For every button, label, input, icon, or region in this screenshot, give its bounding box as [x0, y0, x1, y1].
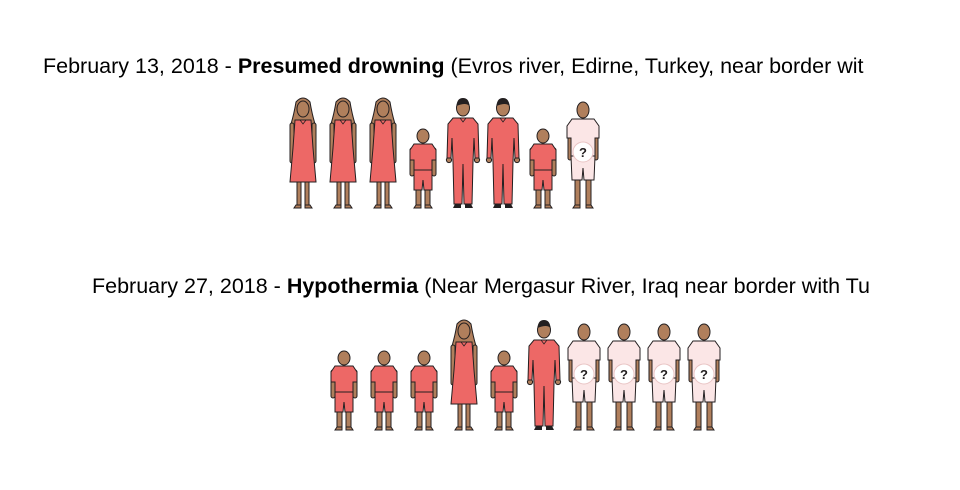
unknown-marker: ? — [660, 367, 668, 382]
unknown-marker: ? — [620, 367, 628, 382]
unknown-figure-icon: ? — [607, 323, 641, 431]
figure-row-1: ? — [289, 97, 600, 209]
child-figure-icon — [410, 350, 438, 431]
man-figure-icon — [485, 98, 521, 208]
child-figure-icon — [529, 128, 557, 209]
unknown-marker: ? — [580, 367, 588, 382]
incident-date: February 13, 2018 — [43, 54, 219, 78]
incident-location: (Near Mergasur River, Iraq near border w… — [418, 274, 870, 298]
child-figure-icon — [409, 128, 437, 209]
incident-caption-1: February 13, 2018 - Presumed drowning (E… — [43, 53, 863, 79]
child-figure-icon — [370, 350, 398, 431]
man-figure-icon — [526, 320, 562, 430]
incident-separator: - — [218, 54, 238, 78]
child-figure-icon — [330, 350, 358, 431]
woman-figure-icon — [369, 97, 397, 209]
child-figure-icon — [490, 350, 518, 431]
man-figure-icon — [445, 98, 481, 208]
incident-date: February 27, 2018 — [92, 274, 268, 298]
woman-figure-icon — [450, 319, 478, 431]
incident-location: (Evros river, Edirne, Turkey, near borde… — [444, 54, 864, 78]
unknown-marker: ? — [579, 145, 587, 160]
woman-figure-icon — [289, 97, 317, 209]
unknown-figure-icon: ? — [567, 323, 601, 431]
incident-separator: - — [267, 274, 287, 298]
incident-caption-2: February 27, 2018 - Hypothermia (Near Me… — [92, 273, 870, 299]
woman-figure-icon — [329, 97, 357, 209]
unknown-marker: ? — [700, 367, 708, 382]
unknown-figure-icon: ? — [566, 101, 600, 209]
figure-row-2: ???? — [330, 319, 721, 431]
incident-cause: Presumed drowning — [237, 54, 445, 78]
incident-cause: Hypothermia — [286, 274, 419, 298]
unknown-figure-icon: ? — [687, 323, 721, 431]
unknown-figure-icon: ? — [647, 323, 681, 431]
